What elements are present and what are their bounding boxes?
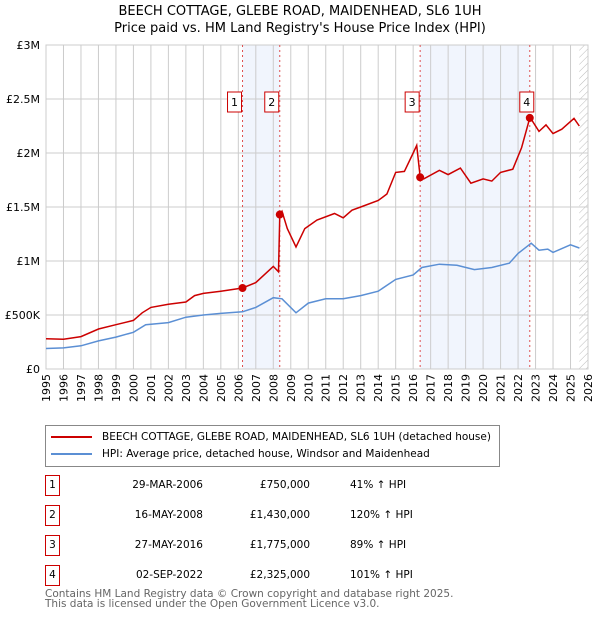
x-tick-label: 2023 (530, 374, 543, 402)
x-tick-label: 2014 (372, 374, 385, 402)
sale-label-number: 1 (231, 96, 238, 109)
y-tick-label: £1.5M (6, 201, 40, 214)
sale-date: 16-MAY-2008 (134, 509, 203, 521)
sale-hpi-change: 89% ↑ HPI (350, 539, 407, 551)
legend: BEECH COTTAGE, GLEBE ROAD, MAIDENHEAD, S… (45, 425, 500, 467)
sale-label-number: 4 (523, 96, 530, 109)
sale-number-badge: 4 (45, 565, 60, 586)
x-tick-label: 2004 (197, 374, 210, 402)
legend-label: HPI: Average price, detached house, Wind… (102, 448, 430, 460)
sale-row: 1 29-MAR-2006 £750,000 41% ↑ HPI (45, 475, 445, 496)
x-tick-label: 1995 (40, 374, 53, 402)
x-tick-label: 2008 (267, 374, 280, 402)
x-tick-label: 2025 (565, 374, 578, 402)
sale-label-box (227, 91, 243, 113)
sale-date: 27-MAY-2016 (134, 539, 203, 551)
sale-number-badge: 3 (45, 535, 60, 556)
legend-item-property: BEECH COTTAGE, GLEBE ROAD, MAIDENHEAD, S… (51, 429, 491, 445)
y-tick-label: £2.5M (6, 93, 40, 106)
x-tick-label: 2003 (180, 374, 193, 402)
sale-number-badge: 1 (45, 475, 60, 496)
x-tick-label: 2021 (495, 374, 508, 402)
x-tick-label: 1996 (57, 374, 70, 402)
hpi-line (45, 242, 580, 350)
x-tick-label: 1998 (92, 374, 105, 402)
x-tick-label: 2026 (582, 374, 595, 402)
sale-date: 29-MAR-2006 (132, 479, 203, 491)
x-tick-label: 1999 (110, 374, 123, 402)
y-tick-label: £0 (26, 363, 40, 376)
sale-date: 02-SEP-2022 (135, 569, 203, 581)
x-tick-label: 2020 (477, 374, 490, 402)
x-tick-label: 2002 (162, 374, 175, 402)
sale-price: £750,000 (259, 479, 310, 491)
footer-line-2: This data is licensed under the Open Gov… (45, 598, 380, 610)
y-tick-label: £2M (17, 147, 41, 160)
sale-price: £2,325,000 (249, 569, 310, 581)
sale-number-badge: 2 (45, 505, 60, 526)
footer-line-1: Contains HM Land Registry data © Crown c… (45, 588, 454, 600)
y-tick-label: £3M (17, 39, 41, 52)
x-tick-label: 2017 (425, 374, 438, 402)
x-tick-label: 2016 (407, 374, 420, 402)
x-tick-label: 2024 (547, 374, 560, 402)
x-tick-label: 2010 (302, 374, 315, 402)
property-price-line (45, 116, 580, 341)
sale-point (416, 173, 425, 182)
sale-price: £1,430,000 (249, 509, 310, 521)
sale-label-box (264, 91, 280, 113)
chart-subtitle: Price paid vs. HM Land Registry's House … (114, 21, 486, 36)
sale-point (238, 284, 247, 292)
x-tick-label: 2011 (320, 374, 333, 402)
x-tick-label: 2019 (460, 374, 473, 402)
price-chart: 1995 1996 1997 1998 1999 2000 2001 2002 2003 2004… (5, 39, 595, 402)
x-tick-label: 2000 (127, 374, 140, 402)
x-tick-label: 2012 (337, 374, 350, 402)
x-tick-label: 2006 (232, 374, 245, 402)
x-tick-label: 2005 (215, 374, 228, 402)
y-tick-label: £500K (5, 309, 41, 322)
legend-swatch-red (51, 436, 92, 438)
sale-label-number: 3 (409, 96, 416, 109)
sale-label-box (519, 91, 535, 113)
x-tick-label: 2022 (512, 374, 525, 402)
x-tick-label: 2007 (250, 374, 263, 402)
sale-hpi-change: 120% ↑ HPI (350, 509, 413, 521)
sale-label-number: 2 (268, 96, 275, 109)
x-tick-label: 2001 (145, 374, 158, 402)
sale-row: 2 16-MAY-2008 £1,430,000 120% ↑ HPI (45, 505, 445, 526)
sale-row: 4 02-SEP-2022 £2,325,000 101% ↑ HPI (45, 565, 445, 586)
plot-frame (45, 44, 589, 370)
y-tick-label: £1M (17, 255, 41, 268)
sale-hpi-change: 41% ↑ HPI (350, 479, 407, 491)
x-tick-label: 2009 (285, 374, 298, 402)
sale-point (275, 210, 284, 219)
sale-price: £1,775,000 (249, 539, 310, 551)
legend-swatch-blue (51, 453, 92, 455)
sale-hpi-change: 101% ↑ HPI (350, 569, 413, 581)
sale-row: 3 27-MAY-2016 £1,775,000 89% ↑ HPI (45, 535, 445, 556)
chart-title: BEECH COTTAGE, GLEBE ROAD, MAIDENHEAD, S… (118, 4, 482, 19)
sale-point (525, 113, 534, 122)
x-tick-label: 1997 (75, 374, 88, 402)
x-tick-label: 2013 (355, 374, 368, 402)
footer: Contains HM Land Registry data © Crown c… (45, 588, 454, 610)
x-tick-label: 2015 (390, 374, 403, 402)
sale-label-box (404, 91, 420, 113)
legend-label: BEECH COTTAGE, GLEBE ROAD, MAIDENHEAD, S… (102, 431, 491, 443)
x-tick-label: 2018 (442, 374, 455, 402)
legend-item-hpi: HPI: Average price, detached house, Wind… (51, 446, 430, 462)
